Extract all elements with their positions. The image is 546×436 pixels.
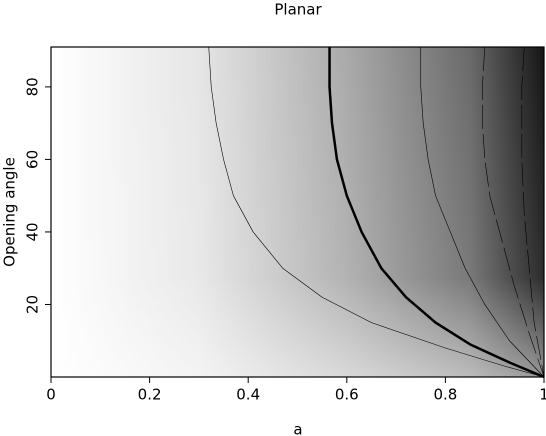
contour-line xyxy=(328,47,545,379)
x-tick-label: 0.8 xyxy=(433,386,457,404)
contour-line xyxy=(208,46,545,378)
contour-line xyxy=(420,47,545,378)
y-axis-label: Opening angle xyxy=(1,157,19,267)
plot-frame xyxy=(50,46,545,378)
x-tick-label: 0.4 xyxy=(236,386,260,404)
x-tick-label: 0.6 xyxy=(335,386,359,404)
y-tick-label: 40 xyxy=(24,222,42,241)
plot-area xyxy=(208,46,545,379)
y-tick-label: 80 xyxy=(24,77,42,96)
contour-line xyxy=(521,46,545,378)
shaded-field-overlay xyxy=(51,47,544,377)
y-tick-label: 20 xyxy=(24,295,42,314)
x-tick-label: 1 xyxy=(539,386,546,404)
contour-line xyxy=(482,46,545,378)
x-tick-label: 0.2 xyxy=(138,386,162,404)
y-tick-label: 60 xyxy=(24,150,42,169)
x-tick-label: 0 xyxy=(46,386,56,404)
x-axis-label: a xyxy=(293,421,302,436)
chart-title: Planar xyxy=(274,1,322,19)
